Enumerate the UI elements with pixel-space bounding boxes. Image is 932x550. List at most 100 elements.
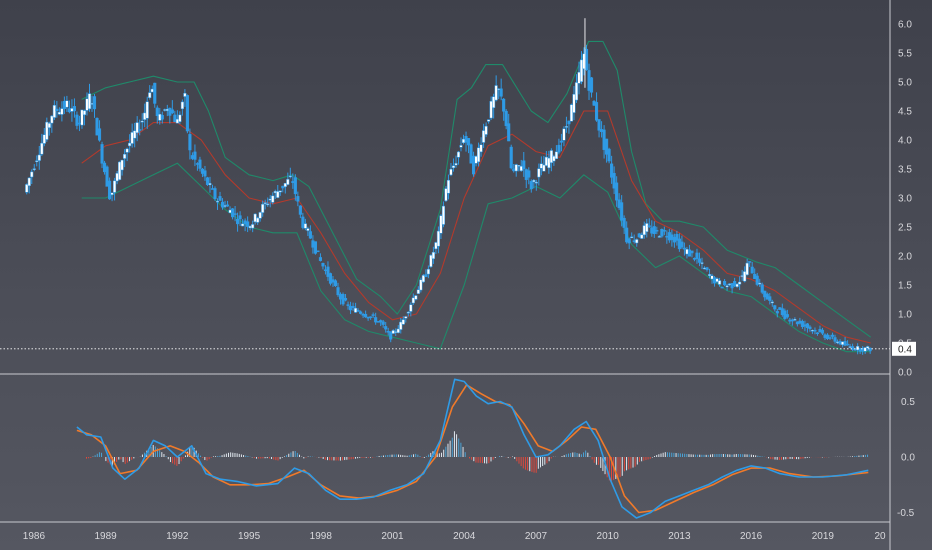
- candle-body: [600, 129, 604, 133]
- candle-body: [748, 261, 752, 263]
- candle-body: [273, 191, 277, 194]
- candle-body: [532, 179, 536, 183]
- candle-body: [637, 233, 641, 238]
- candle-body: [364, 313, 368, 318]
- candle-body: [238, 215, 242, 220]
- candle-body: [464, 136, 468, 143]
- candle-body: [477, 147, 481, 163]
- candle-body: [750, 266, 754, 274]
- time-tick-label: 20: [874, 531, 886, 542]
- candle-body: [175, 118, 179, 124]
- candle-body: [715, 278, 719, 282]
- candle-body: [549, 150, 553, 163]
- candle-body: [740, 275, 744, 277]
- candle-body: [559, 140, 563, 143]
- candle-body: [441, 205, 445, 225]
- price-tick-label: 5.0: [898, 78, 912, 89]
- time-tick-label: 2004: [453, 531, 476, 542]
- candle-body: [595, 102, 599, 121]
- candle-body: [301, 216, 305, 228]
- last-value-badge: [892, 341, 916, 356]
- candle-body: [80, 109, 84, 126]
- candle-body: [55, 108, 59, 111]
- candle-body: [70, 108, 74, 112]
- candle-body: [32, 168, 36, 170]
- candle-body: [431, 251, 435, 259]
- candle-body: [815, 332, 820, 335]
- candle-body: [697, 258, 702, 263]
- candle-body: [128, 142, 132, 147]
- candle-body: [361, 313, 365, 316]
- candle-body: [833, 337, 837, 342]
- candle-body: [615, 182, 619, 201]
- candle-body: [868, 347, 872, 352]
- candle-body: [587, 70, 591, 91]
- candle-body: [389, 331, 393, 340]
- candle-body: [208, 183, 212, 186]
- candle-body: [323, 269, 328, 271]
- candle-body: [451, 165, 456, 169]
- candle-body: [346, 304, 350, 306]
- candle-body: [50, 115, 54, 124]
- candle-body: [268, 198, 272, 201]
- candle-body: [52, 105, 56, 118]
- candle-body: [200, 168, 205, 174]
- candle-body: [645, 223, 649, 232]
- candle-body: [630, 236, 634, 238]
- candle-body: [718, 280, 722, 285]
- candle-body: [542, 164, 546, 172]
- candle-body: [113, 180, 117, 193]
- candle-body: [707, 274, 712, 276]
- candle-body: [803, 324, 807, 327]
- candle-body: [77, 122, 82, 125]
- candle-body: [841, 341, 845, 345]
- candle-body: [620, 202, 624, 221]
- candle-body: [537, 168, 541, 178]
- candle-body: [62, 100, 66, 109]
- candle-body: [564, 126, 568, 128]
- candle-body: [57, 111, 61, 115]
- candle-body: [657, 236, 661, 238]
- candle-body: [228, 209, 232, 214]
- candle-body: [818, 329, 822, 333]
- candle-body: [421, 275, 425, 283]
- candle-body: [82, 110, 87, 116]
- candle-body: [456, 151, 461, 158]
- candle-body: [384, 326, 388, 330]
- candle-body: [805, 323, 809, 328]
- candle-body: [838, 341, 842, 345]
- candle-body: [303, 223, 307, 229]
- candle-body: [143, 112, 147, 120]
- candle-body: [635, 239, 639, 244]
- candle-body: [263, 202, 267, 204]
- last-value-label: 0.4: [898, 344, 912, 355]
- candle-body: [562, 128, 566, 141]
- candle-body: [203, 170, 207, 177]
- candle-body: [266, 203, 270, 206]
- middle-band-line: [81, 110, 871, 344]
- candle-body: [446, 179, 451, 194]
- candle-body: [343, 297, 348, 301]
- candle-body: [90, 103, 94, 105]
- candle-body: [308, 231, 312, 239]
- candle-body: [800, 321, 804, 327]
- candle-body: [371, 314, 375, 316]
- candle-body: [328, 273, 333, 284]
- candle-body: [863, 347, 867, 352]
- price-tick-label: 1.0: [898, 310, 912, 321]
- time-tick-label: 2007: [525, 531, 548, 542]
- candle-body: [793, 319, 797, 321]
- candle-body: [640, 234, 644, 239]
- candle-body: [140, 120, 144, 123]
- candle-body: [173, 114, 177, 123]
- candle-body: [522, 160, 526, 170]
- candle-body: [552, 155, 556, 162]
- candle-body: [504, 110, 508, 126]
- candle-body: [416, 289, 420, 294]
- candle-body: [444, 188, 448, 201]
- candle-body: [846, 343, 850, 346]
- candle-body: [30, 171, 34, 178]
- candle-body: [830, 334, 835, 337]
- candle-body: [466, 138, 471, 146]
- candle-body: [318, 257, 322, 261]
